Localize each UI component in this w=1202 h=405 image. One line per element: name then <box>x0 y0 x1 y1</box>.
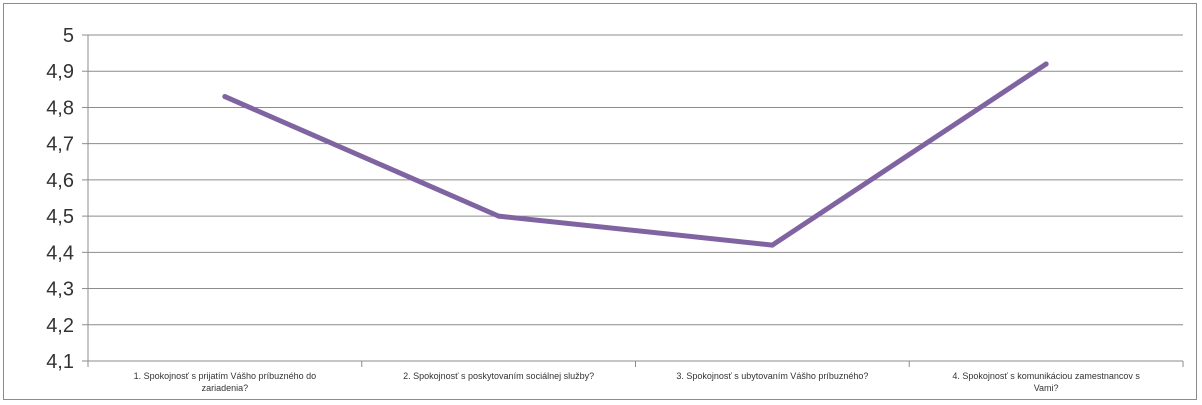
x-tick-label: zariadenia? <box>202 383 249 393</box>
chart-area <box>3 3 1197 400</box>
y-axis-tick-labels: 4,1 4,2 4,3 4,4 4,5 4,6 4,7 4,8 4,9 5 <box>46 25 74 373</box>
y-tick-label: 4,5 <box>46 206 74 228</box>
x-tick-label: 1. Spokojnosť s prijatím Vášho príbuznéh… <box>134 371 316 381</box>
x-tick-label: Vami? <box>1034 383 1059 393</box>
x-tick-label: 4. Spokojnosť s komunikáciou zamestnanco… <box>952 371 1140 381</box>
data-point <box>1043 61 1049 67</box>
series-line <box>222 61 1049 248</box>
x-tick-label: 3. Spokojnosť s ubytovaním Vášho príbuzn… <box>676 371 868 381</box>
data-point <box>769 242 775 248</box>
data-point <box>496 213 502 219</box>
y-tick-label: 4,6 <box>46 170 74 192</box>
y-tick-label: 4,3 <box>46 279 74 301</box>
y-tick-label: 4,1 <box>46 351 74 373</box>
data-point <box>222 94 228 100</box>
y-tick-label: 4,7 <box>46 134 74 156</box>
y-tick-label: 4,2 <box>46 315 74 337</box>
gridlines <box>88 34 1183 326</box>
y-tick-label: 4,8 <box>46 97 74 119</box>
y-tick-label: 4,4 <box>46 242 74 264</box>
y-tick-label: 4,9 <box>46 61 74 83</box>
axes <box>82 34 1184 367</box>
x-axis-tick-labels: 1. Spokojnosť s prijatím Vášho príbuznéh… <box>134 371 1141 393</box>
x-tick-label: 2. Spokojnosť s poskytovaním sociálnej s… <box>403 371 594 381</box>
y-tick-label: 5 <box>63 25 74 47</box>
series-lines <box>222 61 1049 248</box>
